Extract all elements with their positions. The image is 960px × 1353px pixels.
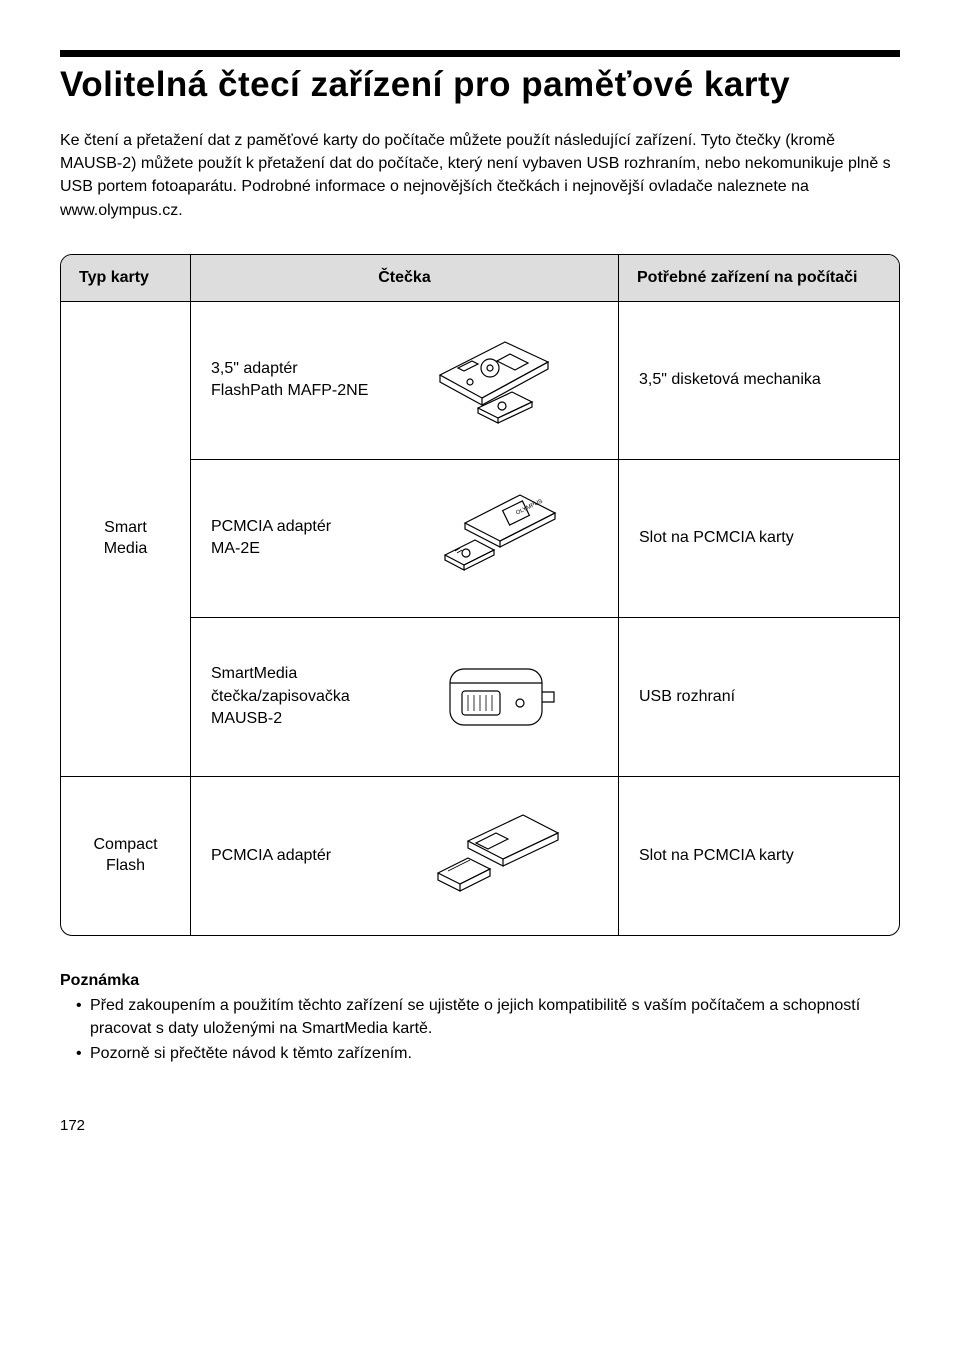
reader-label: 3,5" adaptér FlashPath MAFP-2NE — [211, 358, 391, 403]
table-row: SmartMedia čtečka/zapisovačka MAUSB-2 — [191, 618, 899, 776]
page-number: 172 — [60, 1117, 900, 1134]
req-cell: Slot na PCMCIA karty — [619, 777, 899, 935]
table-group: Smart Media 3,5" adaptér FlashPath MAFP-… — [61, 302, 899, 777]
table-row: 3,5" adaptér FlashPath MAFP-2NE — [191, 302, 899, 460]
pcmcia-adapter-icon: OLYMPUS — [391, 483, 598, 593]
reader-table: Typ karty Čtečka Potřebné zařízení na po… — [60, 254, 900, 936]
card-type-cell: Smart Media — [61, 302, 191, 776]
col-header-req: Potřebné zařízení na počítači — [619, 255, 899, 301]
floppy-adapter-icon — [391, 320, 598, 440]
table-row: PCMCIA adaptér MA-2E — [191, 460, 899, 618]
table-group: Compact Flash PCMCIA adaptér — [61, 777, 899, 935]
req-cell: USB rozhraní — [619, 618, 899, 776]
reader-label: PCMCIA adaptér — [211, 845, 391, 867]
col-header-type: Typ karty — [61, 255, 191, 301]
note-title: Poznámka — [60, 972, 900, 990]
card-type-cell: Compact Flash — [61, 777, 191, 935]
note-item: Pozorně si přečtěte návod k těmto zaříze… — [76, 1042, 900, 1065]
req-cell: Slot na PCMCIA karty — [619, 460, 899, 617]
reader-label: SmartMedia čtečka/zapisovačka MAUSB-2 — [211, 663, 391, 730]
table-header: Typ karty Čtečka Potřebné zařízení na po… — [61, 255, 899, 302]
page-title: Volitelná čtecí zařízení pro paměťové ka… — [60, 65, 900, 105]
req-cell: 3,5" disketová mechanika — [619, 302, 899, 459]
reader-label: PCMCIA adaptér MA-2E — [211, 516, 391, 561]
intro-paragraph: Ke čtení a přetažení dat z paměťové kart… — [60, 129, 900, 222]
cf-pcmcia-adapter-icon — [391, 801, 598, 911]
note-item: Před zakoupením a použitím těchto zaříze… — [76, 994, 900, 1040]
title-bar — [60, 50, 900, 57]
usb-reader-icon — [391, 647, 598, 747]
note-section: Poznámka Před zakoupením a použitím těch… — [60, 972, 900, 1066]
col-header-reader: Čtečka — [191, 255, 619, 301]
table-row: PCMCIA adaptér — [191, 777, 899, 935]
